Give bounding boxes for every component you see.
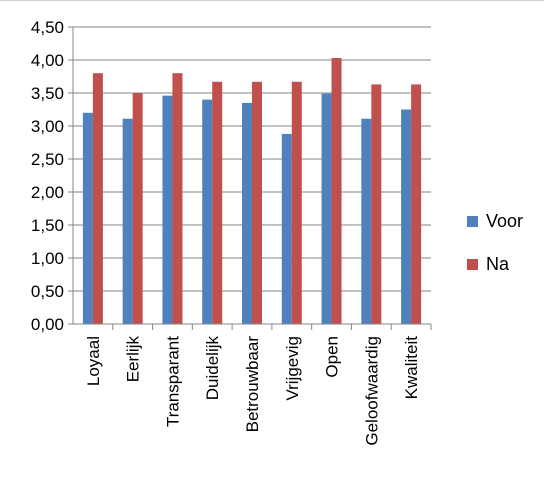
y-tick-label: 3,00: [31, 117, 64, 136]
legend-swatch-voor: [467, 216, 478, 227]
legend: Voor Na: [467, 211, 523, 274]
bars: [82, 58, 422, 325]
bar-na-transparant: [172, 73, 183, 324]
x-tick-label: Loyaal: [84, 336, 103, 386]
x-tick-label: Open: [323, 336, 342, 378]
y-tick-label: 4,00: [31, 51, 64, 70]
bar-voor-kwaliteit: [401, 109, 412, 324]
legend-swatch-na: [467, 259, 478, 270]
x-tick-label: Transparant: [163, 336, 182, 427]
y-tick-labels: 0,00 0,50 1,00 1,50 2,00 2,50 3,00 3,50 4,00 4,50: [31, 18, 64, 334]
bar-na-open: [331, 58, 342, 325]
bar-voor-vrijgevig: [281, 133, 292, 324]
x-tick-label: Kwaliteit: [402, 336, 421, 400]
y-tick-label: 0,50: [31, 282, 64, 301]
axes: [68, 26, 432, 330]
bar-voor-betrouwbaar: [242, 102, 252, 325]
y-tick-label: 3,50: [31, 84, 64, 103]
y-tick-label: 2,00: [31, 183, 64, 202]
bar-na-vrijgevig: [291, 81, 302, 324]
x-tick-label: Betrouwbaar: [243, 336, 262, 433]
bar-na-kwaliteit: [411, 84, 422, 324]
x-tick-label: Duidelijk: [203, 336, 222, 401]
bar-voor-eerlijk: [122, 118, 133, 325]
bar-voor-open: [321, 93, 332, 324]
y-tick-label: 0,00: [31, 315, 64, 334]
bar-voor-geloofwaardig: [361, 118, 372, 325]
y-tick-label: 4,50: [31, 18, 64, 37]
x-tick-label: Eerlijk: [124, 336, 143, 383]
bar-na-duidelijk: [212, 81, 223, 324]
bar-voor-loyaal: [82, 112, 93, 324]
y-tick-label: 2,50: [31, 150, 64, 169]
bar-voor-duidelijk: [202, 99, 213, 324]
x-tick-label: Geloofwaardig: [362, 336, 381, 446]
bar-na-eerlijk: [132, 93, 143, 324]
bar-na-loyaal: [92, 73, 103, 324]
bar-voor-transparant: [162, 95, 173, 324]
bar-na-geloofwaardig: [371, 84, 382, 324]
bar-na-betrouwbaar: [252, 81, 262, 324]
legend-label-na: Na: [486, 254, 510, 274]
y-tick-label: 1,50: [31, 216, 64, 235]
y-tick-label: 1,00: [31, 249, 64, 268]
x-tick-label: Vrijgevig: [283, 336, 302, 401]
legend-label-voor: Voor: [486, 211, 523, 231]
x-tick-labels: Loyaal Eerlijk Transparant Duidelijk Betrouw…: [84, 336, 421, 446]
